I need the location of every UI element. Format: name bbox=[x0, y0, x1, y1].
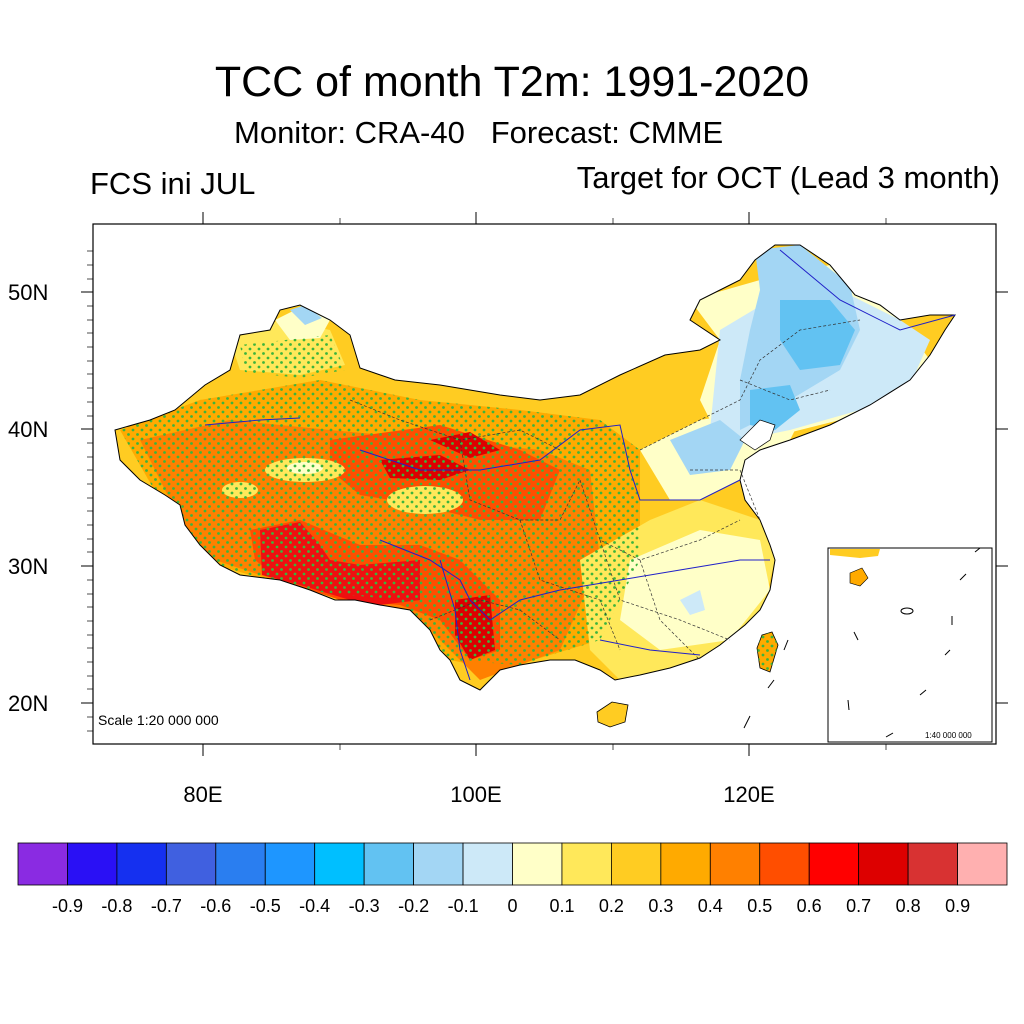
subtitle: Monitor: CRA-40 Forecast: CMME bbox=[234, 115, 723, 151]
colorbar-label: 0.4 bbox=[697, 896, 723, 916]
colorbar-label: -0.3 bbox=[348, 896, 380, 916]
colorbar-label: -0.2 bbox=[398, 896, 430, 916]
lat-tick-20n: 20N bbox=[8, 691, 49, 716]
south-china-sea-inset bbox=[827, 547, 993, 743]
colorbar-label: 0.2 bbox=[598, 896, 624, 916]
lat-tick-50n: 50N bbox=[8, 280, 49, 305]
monitor-label: Monitor: CRA-40 bbox=[234, 115, 465, 150]
taiwan-dots bbox=[757, 632, 778, 672]
lat-tick-40n: 40N bbox=[8, 417, 49, 442]
colorbar-label: 0.6 bbox=[796, 896, 822, 916]
colorbar-label: 0 bbox=[507, 896, 518, 916]
hainan-island bbox=[596, 701, 629, 728]
init-label: FCS ini JUL bbox=[90, 166, 256, 201]
sea-dashes bbox=[743, 639, 789, 729]
forecast-label: Forecast: CMME bbox=[490, 115, 724, 150]
colorbar-label: 0.9 bbox=[945, 896, 971, 916]
lat-tick-30n: 30N bbox=[8, 554, 49, 579]
rivers bbox=[204, 249, 956, 681]
colorbar-label: -0.5 bbox=[249, 896, 281, 916]
inset-scale-label: 1:40 000 000 bbox=[925, 731, 972, 740]
colorbar-label: 0.3 bbox=[648, 896, 674, 916]
colorbar-label: 0.1 bbox=[549, 896, 575, 916]
colorbar-label: -0.9 bbox=[51, 896, 84, 916]
colorbar-label: -0.6 bbox=[200, 896, 232, 916]
colorbar-label: 0.8 bbox=[895, 896, 921, 916]
province-boundaries bbox=[349, 319, 861, 661]
colorbar-label: -0.1 bbox=[447, 896, 479, 916]
lon-tick-80e: 80E bbox=[183, 782, 223, 807]
chart-title: TCC of month T2m: 1991-2020 bbox=[214, 58, 810, 106]
colorbar-label: 0.7 bbox=[846, 896, 872, 916]
colorbar-label: 0.5 bbox=[747, 896, 773, 916]
minor-ticks bbox=[87, 218, 887, 750]
bohai-sea bbox=[739, 419, 776, 451]
colorbar-label: -0.7 bbox=[150, 896, 182, 916]
main-scale-label: Scale 1:20 000 000 bbox=[98, 712, 219, 728]
lon-tick-100e: 100E bbox=[450, 782, 502, 807]
china-border bbox=[114, 244, 956, 691]
colorbar-label: -0.8 bbox=[101, 896, 133, 916]
frame-ticks bbox=[81, 212, 1008, 756]
lon-tick-120e: 120E bbox=[723, 782, 775, 807]
colorbar-label: -0.4 bbox=[299, 896, 331, 916]
target-label: Target for OCT (Lead 3 month) bbox=[576, 160, 1000, 195]
